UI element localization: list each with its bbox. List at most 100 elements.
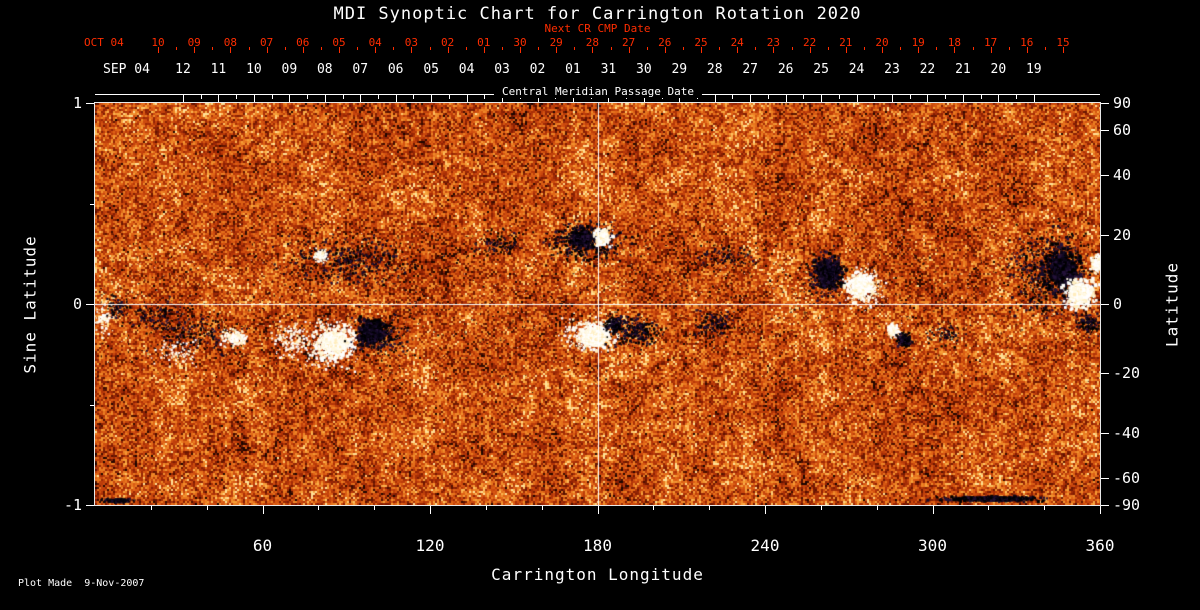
next-cr-tick — [628, 47, 630, 53]
cmp-day-label: 20 — [990, 62, 1007, 77]
cmp-day-label: 21 — [955, 62, 971, 77]
next-cr-day-label: 18 — [947, 36, 962, 49]
next-cr-minor-tick — [610, 47, 612, 50]
next-cr-day-label: 29 — [549, 36, 563, 49]
cmp-tick — [360, 95, 362, 102]
cmp-minor-tick — [271, 95, 273, 99]
cmp-tick — [253, 95, 255, 102]
next-cr-day-label: 23 — [766, 36, 781, 49]
cmp-day-label: 28 — [706, 62, 723, 77]
cmp-minor-tick — [448, 95, 450, 99]
cmp-day-label: 23 — [884, 62, 900, 77]
cmp-tick — [183, 95, 184, 102]
cmp-tick — [289, 95, 291, 102]
next-cr-tick — [954, 47, 956, 53]
cmp-tick — [927, 95, 929, 102]
next-cr-minor-tick — [972, 47, 974, 50]
y-axis-label-left: Sine Latitude — [20, 235, 40, 374]
next-cr-day-label: 02 — [440, 36, 455, 49]
cmp-tick — [324, 95, 326, 102]
cmp-tick — [892, 95, 893, 102]
cmp-minor-tick — [1016, 95, 1018, 99]
x-tick-label: 120 — [415, 536, 445, 555]
next-cr-tick — [882, 47, 883, 53]
next-cr-tick — [556, 47, 558, 53]
cmp-tick — [679, 95, 681, 102]
cmp-minor-tick — [838, 95, 840, 99]
cmp-minor-tick — [732, 95, 734, 99]
y-left-tick-label: 0 — [72, 295, 82, 313]
next-cr-day-label: 30 — [513, 36, 527, 49]
cmp-minor-tick — [767, 95, 769, 99]
next-cr-day-label: 28 — [585, 36, 600, 49]
cmp-tick — [750, 95, 752, 102]
cmp-tick — [608, 95, 610, 102]
x-minor-tick — [485, 506, 487, 510]
next-cr-tick — [773, 47, 775, 53]
next-cr-minor-tick — [863, 47, 865, 50]
next-cr-day-label: 26 — [658, 36, 672, 49]
cmp-minor-tick — [980, 95, 982, 99]
y-axis-label-right: Latitude — [1162, 261, 1182, 348]
x-minor-tick — [653, 506, 655, 510]
x-tick — [1100, 506, 1101, 514]
y-right-tick — [1101, 372, 1109, 374]
x-tick — [765, 506, 766, 514]
x-tick-label: 240 — [750, 536, 780, 555]
x-minor-tick — [206, 506, 208, 510]
cmp-day-label: 29 — [671, 62, 688, 77]
next-cr-tick — [158, 47, 159, 53]
next-cr-day-label: 06 — [296, 36, 310, 49]
next-cr-tick — [194, 47, 196, 53]
cmp-minor-tick — [874, 95, 876, 99]
cmp-day-label: 26 — [777, 62, 794, 77]
cmp-minor-tick — [200, 95, 202, 99]
next-cr-minor-tick — [465, 47, 467, 50]
x-tick — [262, 506, 264, 514]
next-cr-tick — [483, 47, 485, 53]
y-left-minor-tick — [90, 404, 94, 406]
x-minor-tick — [541, 506, 543, 510]
next-cr-tick — [592, 47, 594, 53]
next-cr-tick — [447, 47, 449, 53]
next-cr-tick — [701, 47, 702, 53]
next-cr-tick — [339, 47, 340, 53]
x-tick — [430, 506, 431, 514]
next-cr-day-label: 27 — [621, 36, 636, 49]
next-cr-minor-tick — [538, 47, 540, 50]
next-cr-minor-tick — [900, 47, 902, 50]
next-cr-minor-tick — [791, 47, 793, 50]
y-right-tick — [1101, 433, 1109, 435]
next-cr-day-label: 15 — [1056, 36, 1070, 49]
y-right-tick-label: -40 — [1113, 424, 1141, 443]
y-left-tick-label: 1 — [72, 94, 82, 112]
x-minor-tick — [318, 506, 320, 510]
next-cr-day-label: 09 — [187, 36, 201, 49]
next-cr-minor-tick — [176, 47, 178, 50]
plot-made-timestamp: Plot Made 9-Nov-2007 — [18, 578, 145, 589]
next-cr-day-label: 04 — [368, 36, 382, 49]
next-cr-minor-tick — [827, 47, 829, 50]
next-cr-minor-tick — [574, 47, 576, 50]
y-left-tick — [86, 304, 94, 305]
y-right-tick — [1101, 505, 1109, 506]
cmp-day-label: 19 — [1025, 62, 1042, 77]
next-cr-day-label: 24 — [730, 36, 744, 49]
x-tick-label: 60 — [252, 536, 273, 555]
cmp-tick — [395, 95, 397, 102]
x-tick-label: 360 — [1085, 536, 1115, 555]
cmp-tick — [856, 95, 858, 102]
next-cr-tick — [809, 47, 811, 53]
y-right-tick — [1101, 304, 1109, 305]
cmp-day-label: 02 — [529, 62, 546, 77]
next-cr-minor-tick — [284, 47, 286, 50]
y-right-tick-label: 90 — [1113, 94, 1132, 112]
next-cr-minor-tick — [320, 47, 322, 50]
next-cr-minor-tick — [755, 47, 757, 50]
cmp-month-label: SEP 04 — [103, 62, 150, 77]
cmp-day-label: 04 — [458, 62, 475, 77]
next-cr-tick — [375, 47, 377, 53]
next-cr-minor-tick — [1044, 47, 1046, 50]
cmp-day-label: 01 — [565, 62, 581, 77]
next-cr-minor-tick — [719, 47, 721, 50]
